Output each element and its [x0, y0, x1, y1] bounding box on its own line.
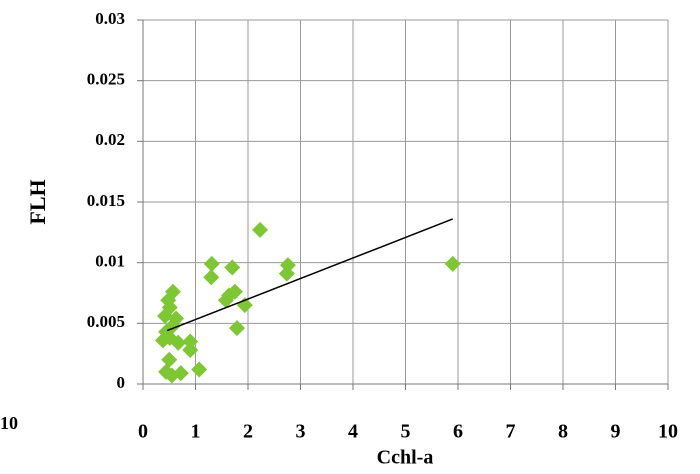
x-tick-label: 9 [611, 421, 621, 443]
y-tick-label: 0.03 [95, 9, 125, 28]
neighbor-tick-label: 10 [0, 413, 18, 433]
point [191, 361, 208, 378]
point [252, 221, 269, 238]
y-tick-label: 0.015 [87, 191, 125, 210]
x-tick-label: 7 [506, 421, 516, 443]
x-tick-label: 5 [401, 421, 411, 443]
point [182, 342, 199, 359]
point [172, 365, 189, 382]
point [161, 351, 178, 368]
y-axis-label: FLH [25, 179, 50, 224]
point [228, 320, 245, 337]
x-tick-label: 6 [453, 421, 463, 443]
x-tick-label: 0 [138, 421, 148, 443]
x-tick-label: 3 [296, 421, 306, 443]
point [170, 334, 187, 351]
x-tick-label: 10 [658, 421, 678, 443]
y-tick-label: 0 [117, 373, 126, 392]
x-tick-label: 4 [348, 421, 358, 443]
point [224, 259, 241, 276]
point [157, 308, 174, 325]
x-axis-label: Cchl-a [377, 447, 434, 469]
point [203, 255, 220, 272]
x-tick-label: 2 [243, 421, 253, 443]
point [182, 333, 199, 350]
y-tick-label: 0.005 [87, 312, 125, 331]
point [217, 292, 234, 309]
x-tick-label: 1 [191, 421, 201, 443]
x-tick-label: 8 [558, 421, 568, 443]
y-tick-label: 0.02 [95, 130, 125, 149]
y-tick-label: 0.01 [95, 252, 125, 271]
point [154, 332, 171, 349]
point [203, 269, 220, 286]
trendline [166, 218, 454, 332]
y-tick-label: 0.025 [87, 70, 125, 89]
point [278, 265, 295, 282]
point [444, 255, 461, 272]
